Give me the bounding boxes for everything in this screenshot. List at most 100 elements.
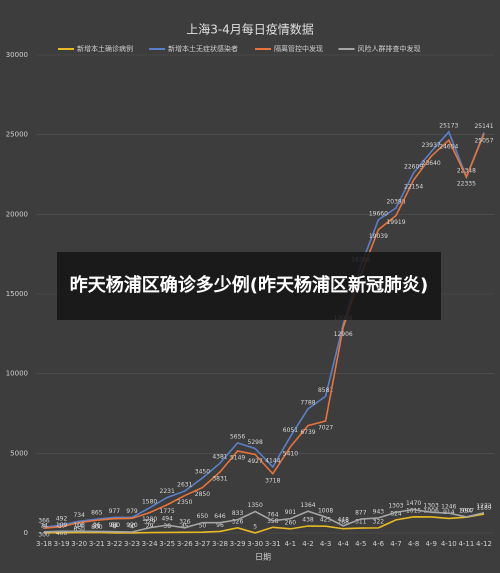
x-tick-label: 4-10 [441, 540, 457, 548]
x-tick-label: 4-4 [337, 540, 349, 548]
data-label: 22609 [404, 163, 423, 170]
data-label: 25141 [474, 123, 493, 130]
x-tick-label: 3-24 [142, 540, 158, 548]
data-label: 19660 [369, 210, 388, 217]
x-tick-label: 4-5 [355, 540, 366, 548]
data-label: 800 [91, 524, 103, 531]
data-label: 12906 [334, 331, 353, 338]
data-label: 977 [109, 508, 121, 515]
data-label: 994 [461, 508, 473, 515]
data-label: 1007 [459, 507, 474, 514]
y-tick-label: 30000 [6, 51, 28, 59]
data-label: 81 [111, 522, 119, 529]
x-tick-label: 3-26 [177, 540, 193, 548]
data-label: 448 [337, 516, 349, 523]
data-label: 31 [93, 523, 101, 530]
data-label: 1189 [476, 505, 491, 512]
x-tick-label: 3-27 [194, 540, 210, 548]
data-label: 260 [285, 519, 297, 526]
x-tick-label: 3-21 [89, 540, 105, 548]
data-label: 366 [38, 518, 50, 525]
legend-label: 风险人群排查中发现 [358, 44, 421, 53]
data-label: 1775 [160, 508, 175, 515]
data-label: 1280 [142, 516, 157, 523]
data-label: 7788 [300, 399, 315, 406]
data-label: 5410 [283, 450, 298, 457]
data-label: 492 [56, 516, 68, 523]
y-tick-label: 15000 [6, 290, 28, 298]
series-line [43, 130, 485, 528]
data-label: 1015 [406, 507, 421, 514]
y-tick-label: 25000 [6, 131, 28, 139]
data-label: 979 [126, 508, 138, 515]
data-label: 24 [75, 523, 83, 530]
data-label: 108 [73, 522, 85, 529]
legend-label: 新增本土确诊病例 [77, 44, 133, 53]
data-label: 824 [390, 510, 402, 517]
data-label: 63 [128, 522, 136, 529]
data-label: 1303 [388, 503, 403, 510]
data-label: 6051 [283, 427, 298, 434]
x-tick-label: 4-11 [458, 540, 474, 548]
y-tick-label: 20000 [6, 210, 28, 218]
x-tick-label: 4-3 [320, 540, 331, 548]
data-label: 268 [337, 519, 349, 526]
y-tick-label: 5000 [10, 449, 28, 457]
x-tick-label: 4-8 [408, 540, 419, 548]
data-label: 764 [267, 511, 279, 518]
x-tick-label: 3-23 [124, 540, 140, 548]
data-label: 4927 [248, 458, 263, 465]
x-tick-label: 3-29 [230, 540, 246, 548]
data-label: 74 [40, 522, 48, 529]
data-label: 943 [373, 508, 385, 515]
data-label: 8581 [318, 387, 333, 394]
data-label: 50 [199, 523, 207, 530]
data-label: 2231 [160, 488, 175, 495]
data-label: 23937 [422, 142, 441, 149]
data-label: 1006 [424, 507, 439, 514]
data-label: 865 [91, 510, 103, 517]
data-label: 4 [112, 523, 116, 530]
series-line [43, 508, 485, 533]
data-label: 20398 [386, 198, 405, 205]
data-label: 25057 [474, 137, 493, 144]
x-tick-label: 3-22 [106, 540, 122, 548]
x-tick-label: 3-31 [265, 540, 281, 548]
data-label: 646 [214, 513, 226, 520]
data-label: 326 [232, 518, 244, 525]
data-label: 4 [130, 523, 134, 530]
data-label: 833 [232, 510, 244, 517]
data-label: 1580 [142, 498, 157, 505]
x-tick-label: 4-6 [373, 540, 385, 548]
data-label: 920 [126, 522, 138, 529]
data-label: 494 [161, 516, 173, 523]
legend-label: 隔离管控中发现 [274, 44, 323, 53]
data-label: 6739 [300, 429, 315, 436]
x-tick-label: 3-30 [247, 540, 263, 548]
data-label: 29 [146, 523, 154, 530]
data-label: 329 [144, 518, 156, 525]
data-label: 25173 [439, 122, 458, 129]
data-label: 5656 [230, 433, 245, 440]
data-label: 311 [355, 519, 367, 526]
data-label: 5149 [230, 454, 245, 461]
overlay-banner: 昨天杨浦区确诊多少例(昨天杨浦区新冠肺炎) [57, 252, 441, 320]
data-label: 322 [373, 518, 385, 525]
y-tick-label: 10000 [6, 370, 28, 378]
data-label: 734 [73, 512, 85, 519]
data-label: 650 [197, 513, 209, 520]
series-line [43, 133, 485, 530]
x-tick-label: 4-2 [302, 540, 313, 548]
x-tick-label: 3-25 [159, 540, 175, 548]
data-label: 38 [163, 523, 171, 530]
data-label: 109 [56, 522, 68, 529]
data-label: 3831 [212, 475, 227, 482]
data-label: 19039 [369, 233, 388, 240]
x-tick-label: 3-18 [36, 540, 52, 548]
data-label: 24654 [439, 144, 458, 151]
data-label: 5 [253, 523, 257, 530]
data-label: 400 [56, 530, 68, 537]
data-label: 5298 [248, 439, 263, 446]
data-label: 3450 [195, 469, 210, 476]
